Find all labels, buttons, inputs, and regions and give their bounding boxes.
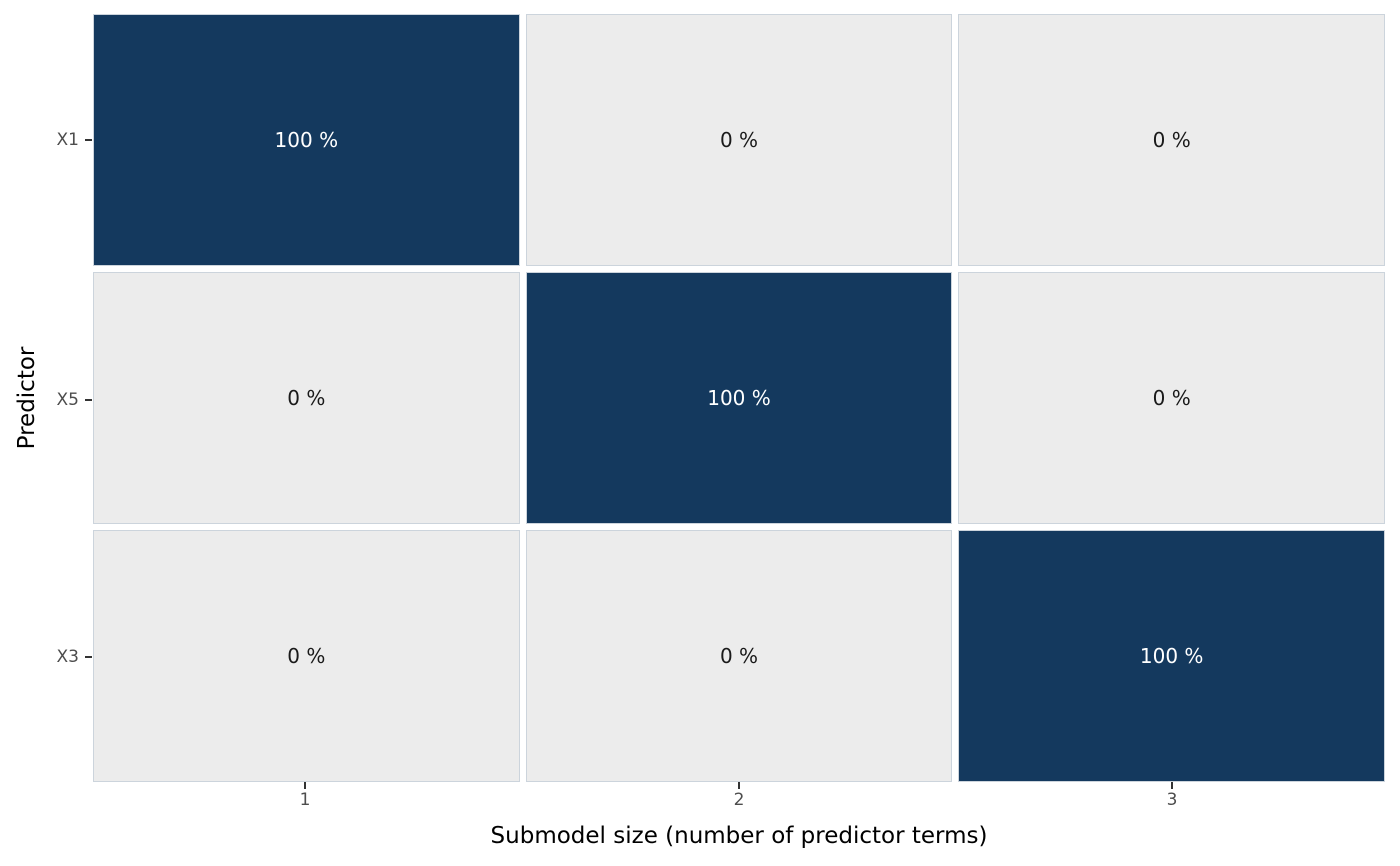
cell-value-label: 0 % bbox=[287, 386, 326, 410]
cell-value-label: 100 % bbox=[274, 128, 339, 152]
x-tick-label: 2 bbox=[733, 790, 745, 810]
cell-value-label: 0 % bbox=[1152, 128, 1191, 152]
cell-value-label: 0 % bbox=[719, 644, 759, 668]
cell-value-label: 100 % bbox=[1139, 644, 1204, 668]
heatmap-cell: 100 % bbox=[525, 272, 953, 524]
x-tick-label: 3 bbox=[1166, 790, 1178, 810]
y-axis-tick bbox=[85, 139, 92, 141]
heatmap-cell: 0 % bbox=[958, 14, 1385, 266]
cell-value-label: 0 % bbox=[287, 644, 326, 668]
plot-panel: 100 % 0 % 0 % 0 % 100 % 0 % 0 % 0 % 100 … bbox=[93, 14, 1385, 782]
heatmap-cell: 100 % bbox=[93, 14, 520, 266]
x-axis-tick bbox=[304, 782, 306, 789]
x-axis-title: Submodel size (number of predictor terms… bbox=[490, 823, 988, 849]
heatmap-cell: 0 % bbox=[525, 14, 953, 266]
y-axis-title: Predictor bbox=[14, 346, 40, 450]
y-axis-tick bbox=[85, 399, 92, 401]
heatmap-cell: 0 % bbox=[93, 530, 520, 782]
cell-value-label: 100 % bbox=[707, 386, 771, 410]
y-axis-tick bbox=[85, 656, 92, 658]
y-tick-label: X1 bbox=[56, 129, 79, 150]
x-axis-tick bbox=[738, 782, 740, 789]
x-axis-tick bbox=[1171, 782, 1173, 789]
cell-value-label: 0 % bbox=[1152, 386, 1191, 410]
heatmap-cell: 0 % bbox=[525, 530, 953, 782]
heatmap-cell: 0 % bbox=[93, 272, 520, 524]
y-tick-label: X5 bbox=[56, 389, 79, 410]
heatmap-cell: 0 % bbox=[958, 272, 1385, 524]
y-tick-label: X3 bbox=[56, 646, 79, 667]
x-tick-label: 1 bbox=[299, 790, 311, 810]
heatmap-cell: 100 % bbox=[958, 530, 1385, 782]
cell-value-label: 0 % bbox=[719, 128, 759, 152]
